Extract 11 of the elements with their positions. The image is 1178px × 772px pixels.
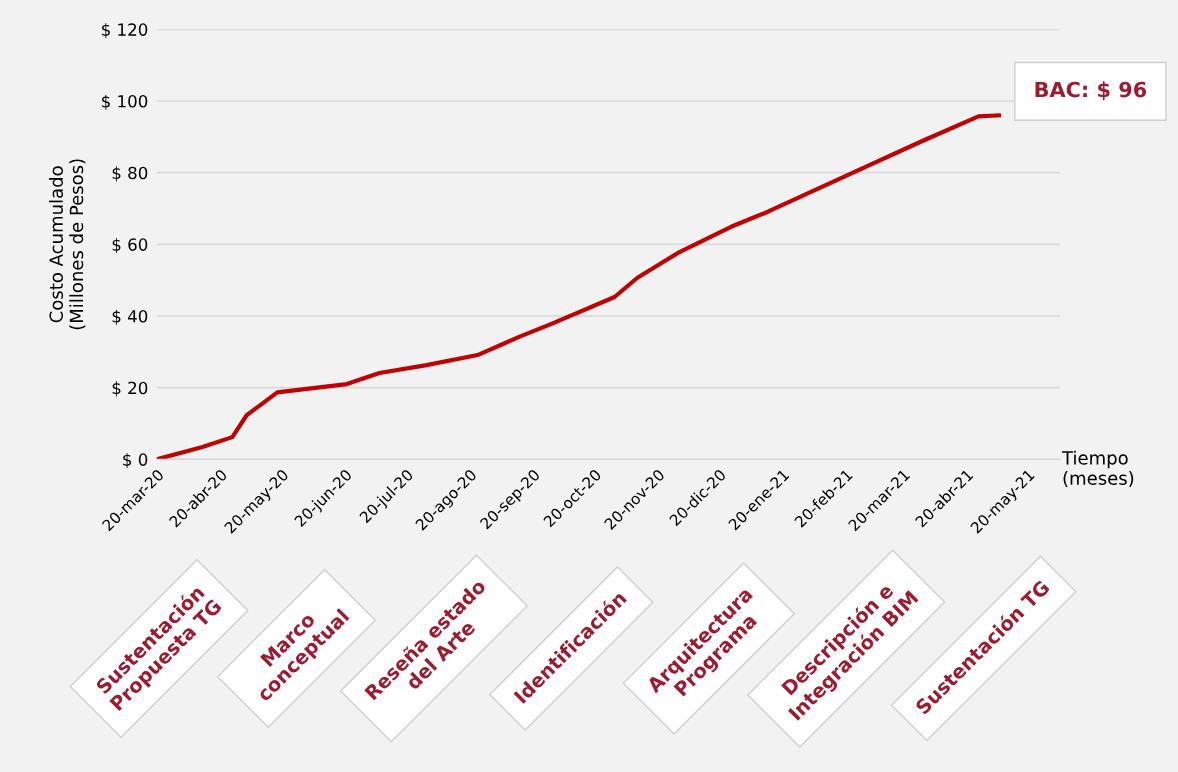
y-tick-label: $ 20 [112, 381, 148, 397]
y-tick-label: $ 0 [123, 453, 148, 469]
y-tick-label: $ 80 [112, 166, 148, 182]
y-tick-label: $ 40 [112, 309, 148, 325]
x-axis-title: Tiempo (meses) [1061, 450, 1134, 488]
y-tick-label: $ 100 [102, 94, 148, 110]
annotation: BAC: $ 96 [1035, 81, 1147, 101]
line-series [156, 113, 1001, 460]
y-axis-title: Costo Acumulado (Millones de Pesos) [49, 159, 86, 330]
y-tick-label: $ 120 [102, 23, 148, 39]
y-tick-label: $ 60 [112, 238, 148, 254]
